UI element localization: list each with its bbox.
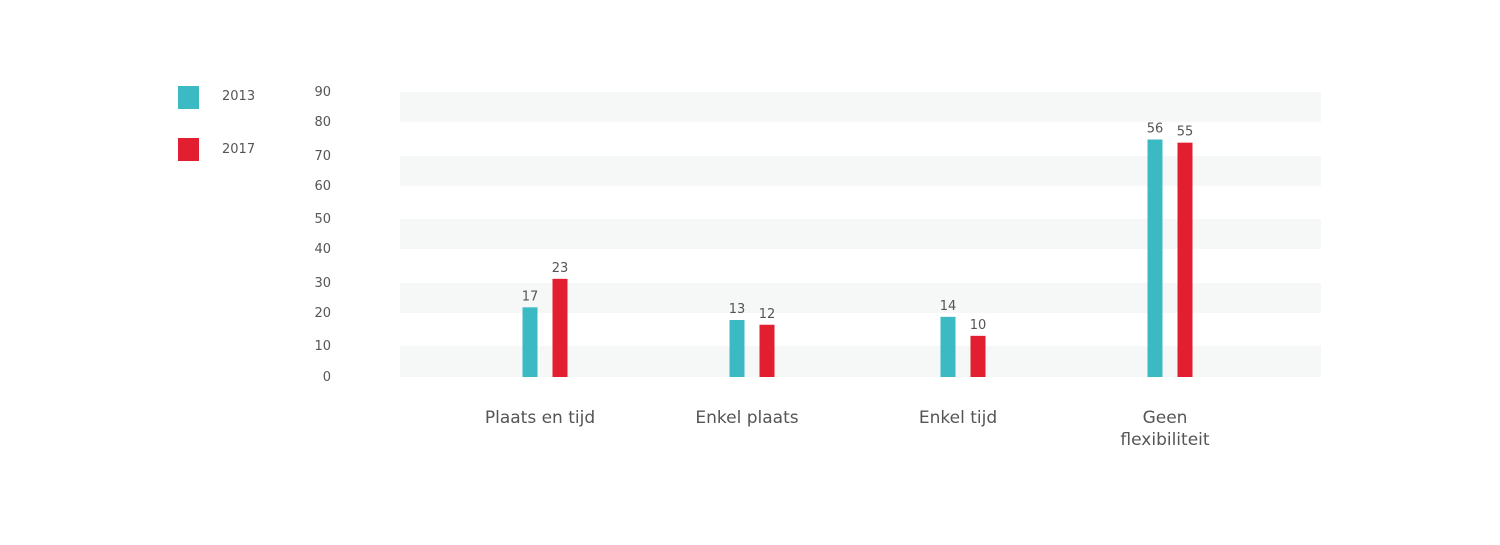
data-label-2017-2: 10 [970,318,987,333]
x-category-label: flexibiliteit [1120,430,1209,450]
legend-label-2013: 2013 [222,89,256,104]
data-label-2013-3: 56 [1147,122,1164,137]
bar-2017-0 [552,278,568,377]
y-tick-label: 10 [314,339,331,354]
legend-swatch-2017 [178,138,199,161]
grid-band [400,92,1321,122]
y-tick-label: 90 [314,85,331,100]
data-label-2017-0: 23 [552,261,569,276]
y-tick-label: 70 [314,149,331,164]
grid-band [400,156,1321,186]
data-label-2017-3: 55 [1177,125,1194,140]
grid-band [400,219,1321,249]
bar-2017-3 [1177,142,1193,377]
x-category-label: Plaats en tijd [485,408,595,428]
y-tick-label: 20 [314,306,331,321]
data-label-2013-0: 17 [522,289,539,304]
y-tick-label: 60 [314,179,331,194]
x-category-label: Enkel plaats [695,408,798,428]
x-category-label: Enkel tijd [919,408,997,428]
y-tick-label: 50 [314,212,331,227]
legend-swatch-2013 [178,86,199,109]
y-tick-label: 40 [314,242,331,257]
bar-2013-1 [729,320,745,377]
data-label-2017-1: 12 [759,307,776,322]
bar-2017-1 [759,324,775,377]
y-tick-label: 0 [323,370,331,385]
bar-2013-2 [940,316,956,377]
y-tick-label: 30 [314,276,331,291]
data-label-2013-1: 13 [729,302,746,317]
legend-label-2017: 2017 [222,142,256,157]
data-label-2013-2: 14 [940,299,957,314]
bar-2017-2 [970,335,986,377]
bar-2013-3 [1147,139,1163,377]
y-tick-label: 80 [314,115,331,130]
x-category-label: Geen [1143,408,1188,428]
bar-2013-0 [522,307,538,377]
